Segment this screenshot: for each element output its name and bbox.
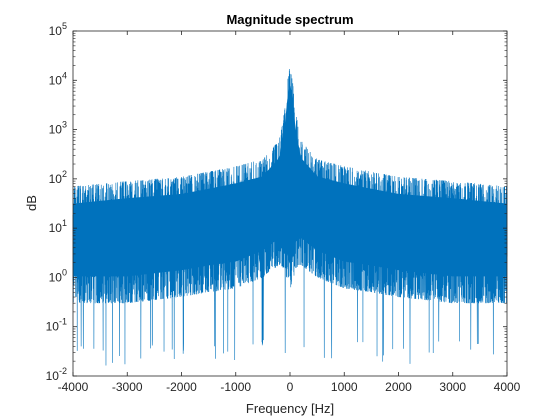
x-tick-label: -4000 — [58, 380, 89, 394]
y-tick-label: 10-2 — [46, 366, 67, 383]
y-tick-label: 10-1 — [46, 317, 67, 334]
x-tick-label: 4000 — [494, 380, 521, 394]
x-tick-label: 1000 — [331, 380, 358, 394]
x-axis-ticks: -4000 -3000 -2000 -1000 0 1000 2000 3000 4000 — [58, 31, 521, 394]
y-tick-label: 102 — [49, 169, 67, 186]
spectrum-body — [73, 85, 507, 277]
x-axis-label: Frequency [Hz] — [246, 401, 334, 416]
x-tick-label: 3000 — [439, 380, 466, 394]
chart-title: Magnitude spectrum — [226, 12, 353, 27]
y-tick-label: 104 — [49, 70, 67, 87]
x-tick-label: -2000 — [166, 380, 197, 394]
x-tick-label: 0 — [287, 380, 294, 394]
y-tick-label: 103 — [49, 120, 67, 137]
y-tick-label: 100 — [49, 267, 67, 284]
y-axis-label: dB — [24, 195, 39, 211]
x-tick-label: -3000 — [112, 380, 143, 394]
y-tick-label: 105 — [49, 21, 67, 38]
x-tick-label: -1000 — [220, 380, 251, 394]
x-tick-label: 2000 — [385, 380, 412, 394]
spectrum-series — [72, 68, 508, 366]
y-tick-label: 101 — [49, 218, 67, 235]
y-axis-ticks: 10-2 10-1 100 101 102 103 104 105 — [46, 21, 507, 383]
